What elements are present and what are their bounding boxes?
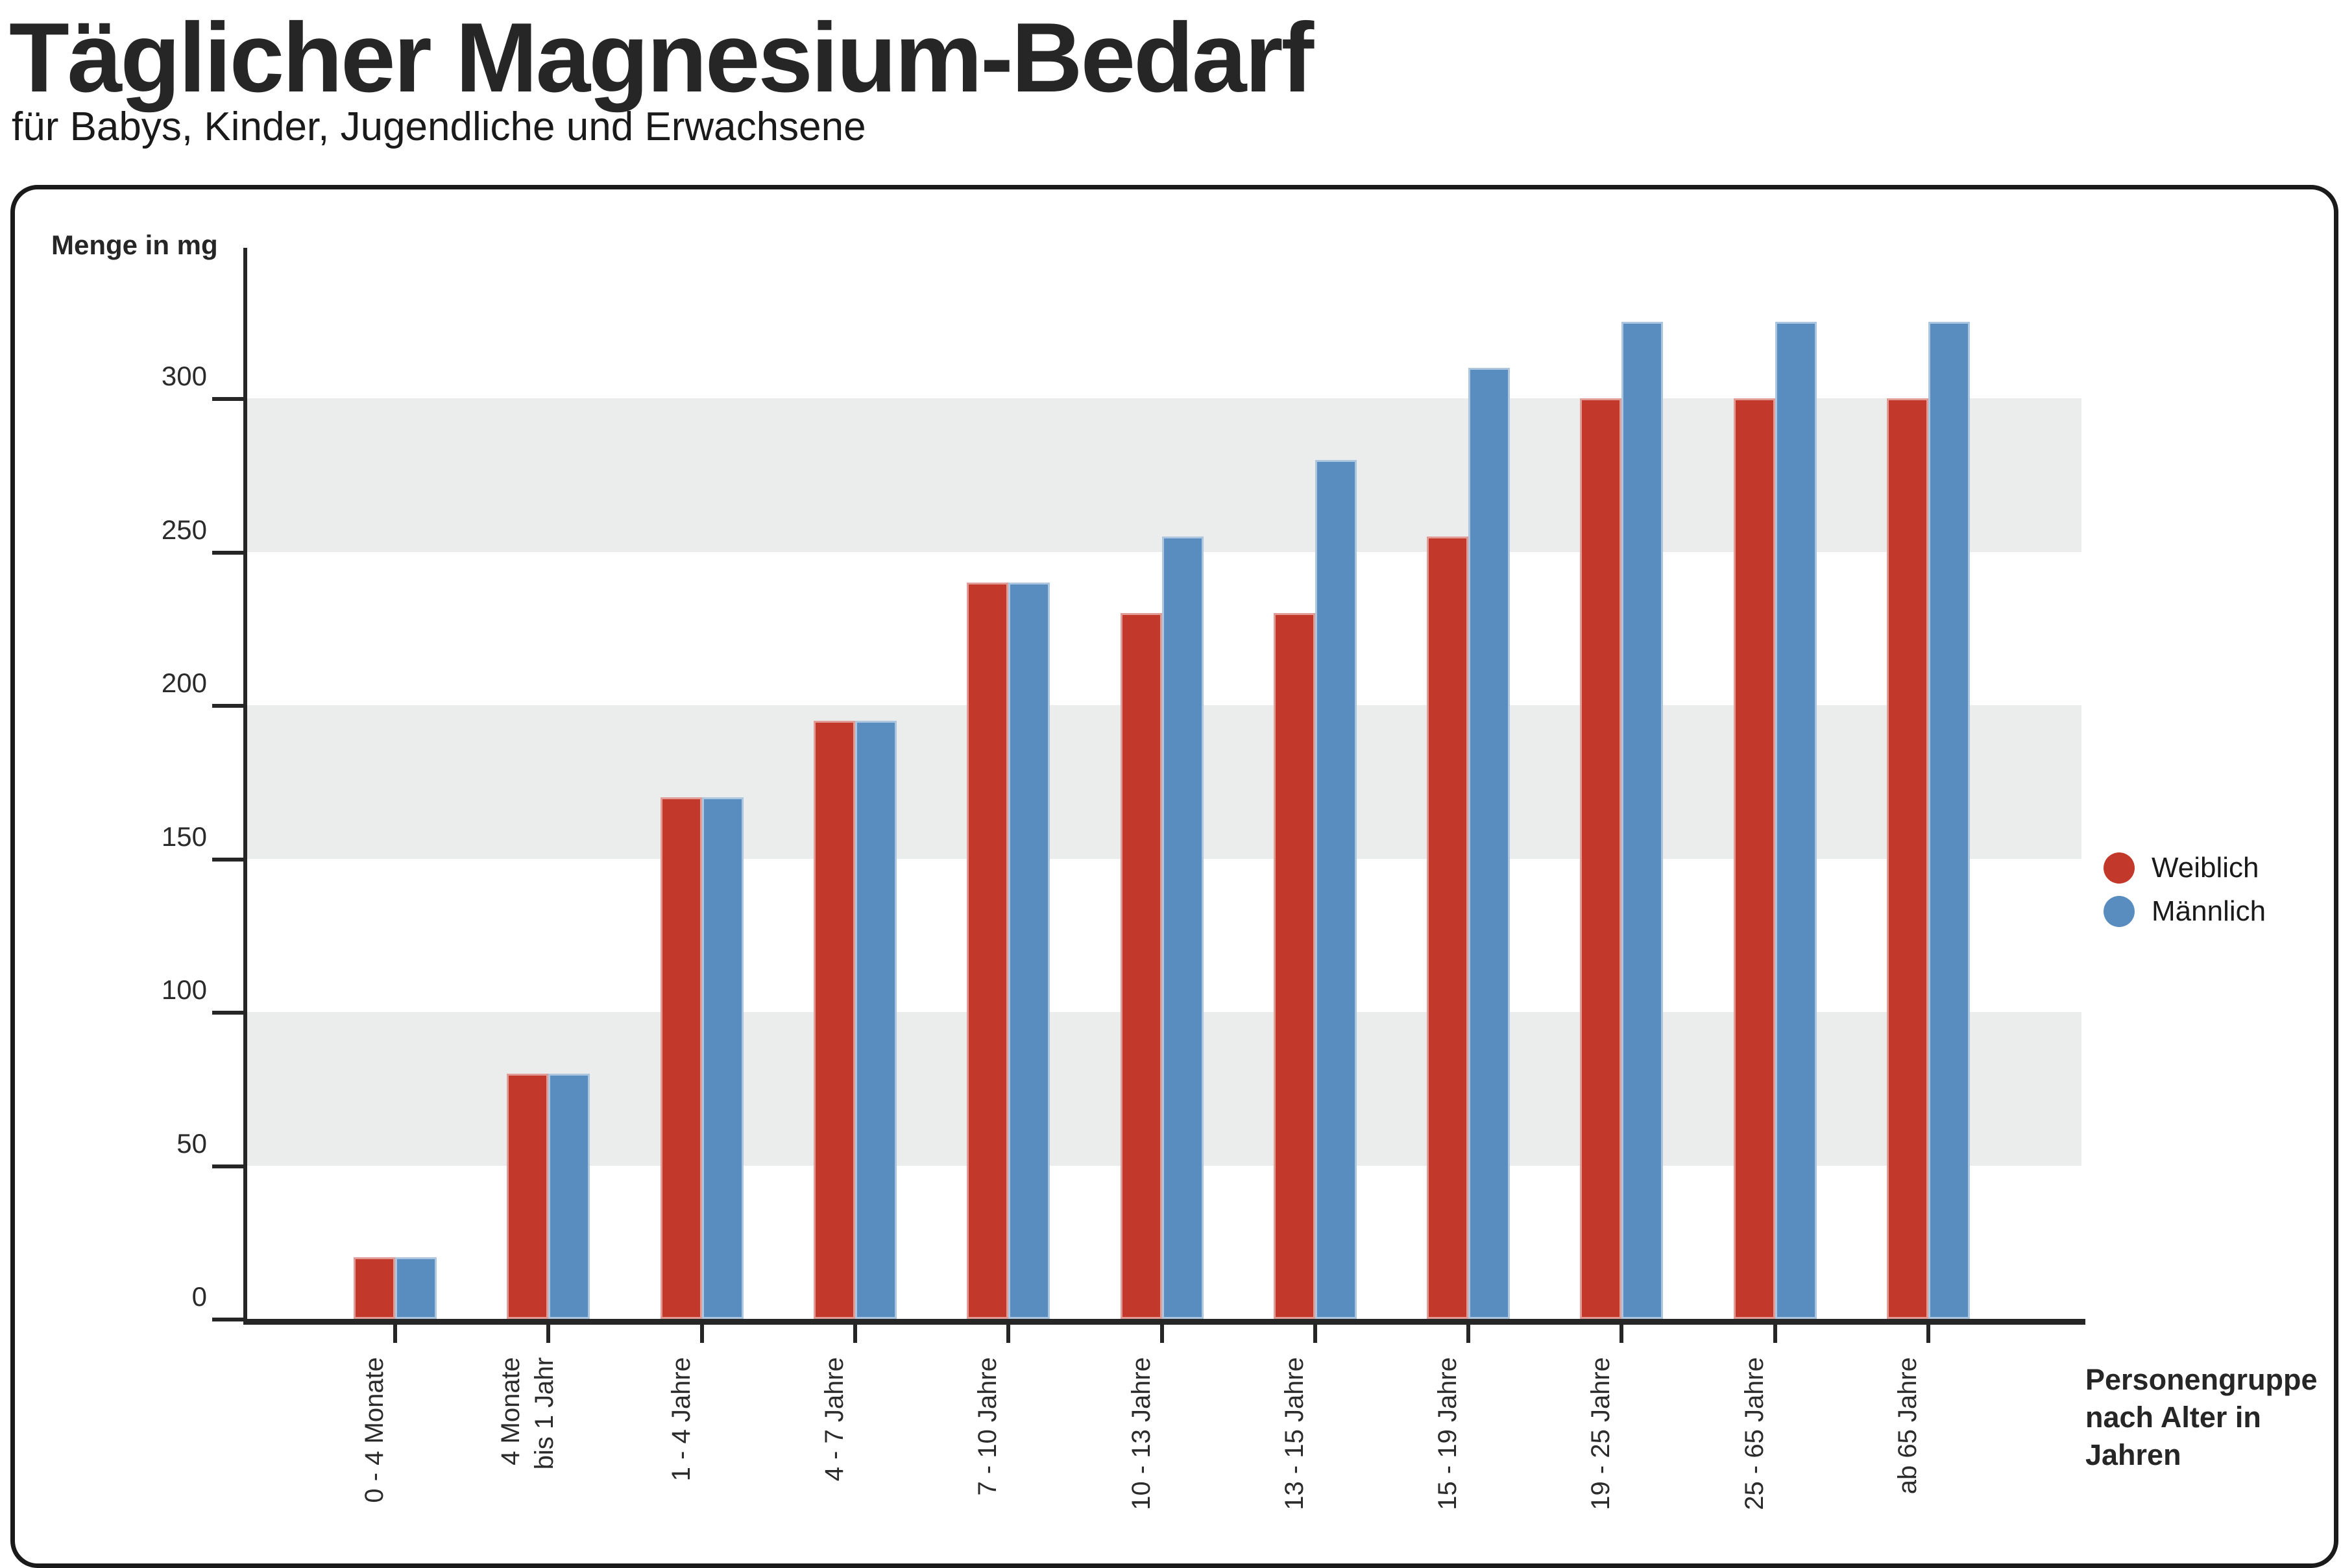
x-category-label-text-3: 4 - 7 Jahre	[819, 1357, 849, 1482]
chart-card: Menge in mg 0 50 100 150 200 250 300 0 - 4 Mona…	[10, 185, 2338, 1568]
x-tick-0	[393, 1325, 397, 1343]
bar-weiblich-4	[967, 582, 1009, 1319]
bar-weiblich-6	[1273, 613, 1315, 1319]
y-tick-300	[212, 397, 243, 401]
x-category-label-text-0: 0 - 4 Monate	[360, 1357, 389, 1503]
maennlich-swatch-icon	[2104, 896, 2135, 927]
y-tick-label-50: 50	[176, 1128, 207, 1159]
bar-männlich-1	[548, 1073, 590, 1319]
bar-männlich-6	[1315, 459, 1357, 1319]
y-axis-title: Menge in mg	[51, 230, 218, 260]
x-tick-7	[1466, 1325, 1471, 1343]
bar-männlich-5	[1161, 536, 1204, 1319]
x-axis-line	[243, 1319, 2085, 1325]
y-tick-label-200: 200	[161, 668, 207, 698]
bar-weiblich-10	[1887, 398, 1928, 1319]
bar-männlich-0	[395, 1257, 437, 1319]
x-tick-9	[1773, 1325, 1777, 1343]
x-tick-2	[699, 1325, 704, 1343]
plot-area: 0 50 100 150 200 250 300 0 - 4 Monate 4 Monate bi…	[15, 189, 2334, 1563]
bar-männlich-9	[1775, 321, 1817, 1319]
x-category-label-text-7: 15 - 19 Jahre	[1433, 1357, 1462, 1510]
x-category-label-text-5: 10 - 13 Jahre	[1126, 1357, 1156, 1510]
bar-männlich-2	[701, 797, 744, 1319]
y-tick-100	[212, 1011, 243, 1015]
x-category-label-text-4: 7 - 10 Jahre	[973, 1357, 1002, 1496]
y-axis-line	[243, 248, 247, 1325]
legend-label-weiblich: Weiblich	[2152, 852, 2259, 884]
x-axis-title: Personengruppe nach Alter in Jahren	[2085, 1361, 2334, 1474]
y-tick-250	[212, 550, 243, 555]
bar-weiblich-9	[1733, 398, 1775, 1319]
bar-weiblich-0	[354, 1257, 395, 1319]
y-tick-50	[212, 1164, 243, 1168]
bar-männlich-10	[1928, 321, 1970, 1319]
legend-item-maennlich: Männlich	[2104, 895, 2266, 927]
x-tick-5	[1159, 1325, 1164, 1343]
y-tick-label-0: 0	[191, 1281, 207, 1312]
y-tick-0	[212, 1318, 243, 1321]
x-tick-1	[546, 1325, 551, 1343]
x-category-label-text-1: 4 Monate bis 1 Jahr	[496, 1357, 559, 1470]
x-tick-6	[1313, 1325, 1317, 1343]
x-tick-3	[853, 1325, 857, 1343]
x-tick-10	[1926, 1325, 1930, 1343]
y-tick-label-250: 250	[161, 514, 207, 545]
y-tick-label-300: 300	[161, 361, 207, 391]
bar-weiblich-8	[1580, 398, 1622, 1319]
bar-männlich-7	[1468, 367, 1510, 1319]
y-tick-200	[212, 704, 243, 708]
y-tick-150	[212, 857, 243, 862]
x-category-label-text-2: 1 - 4 Jahre	[666, 1357, 696, 1482]
x-axis-title-line2: nach Alter in Jahren	[2085, 1401, 2261, 1471]
x-tick-4	[1006, 1325, 1011, 1343]
x-category-label-text-6: 13 - 15 Jahre	[1280, 1357, 1309, 1510]
x-category-label-text-10: ab 65 Jahre	[1893, 1357, 1922, 1495]
x-axis-title-line1: Personengruppe	[2085, 1363, 2318, 1396]
bar-weiblich-3	[813, 720, 855, 1319]
x-category-label-text-9: 25 - 65 Jahre	[1740, 1357, 1769, 1510]
bar-weiblich-2	[660, 797, 702, 1319]
x-tick-8	[1619, 1325, 1624, 1343]
bar-weiblich-5	[1120, 613, 1162, 1319]
page-title: Täglicher Magnesium-Bedarf	[9, 3, 1314, 113]
legend-label-maennlich: Männlich	[2152, 895, 2266, 927]
x-category-label-text-8: 19 - 25 Jahre	[1586, 1357, 1616, 1510]
legend: Weiblich Männlich	[2104, 852, 2266, 939]
weiblich-swatch-icon	[2104, 852, 2135, 884]
bar-männlich-4	[1008, 582, 1050, 1319]
y-tick-label-100: 100	[161, 974, 207, 1005]
page-subtitle: für Babys, Kinder, Jugendliche und Erwac…	[12, 104, 866, 149]
bar-männlich-3	[855, 720, 897, 1319]
bar-männlich-8	[1621, 321, 1664, 1319]
y-tick-label-150: 150	[161, 821, 207, 852]
bar-weiblich-7	[1427, 536, 1469, 1319]
legend-item-weiblich: Weiblich	[2104, 852, 2266, 884]
bar-weiblich-1	[507, 1073, 549, 1319]
